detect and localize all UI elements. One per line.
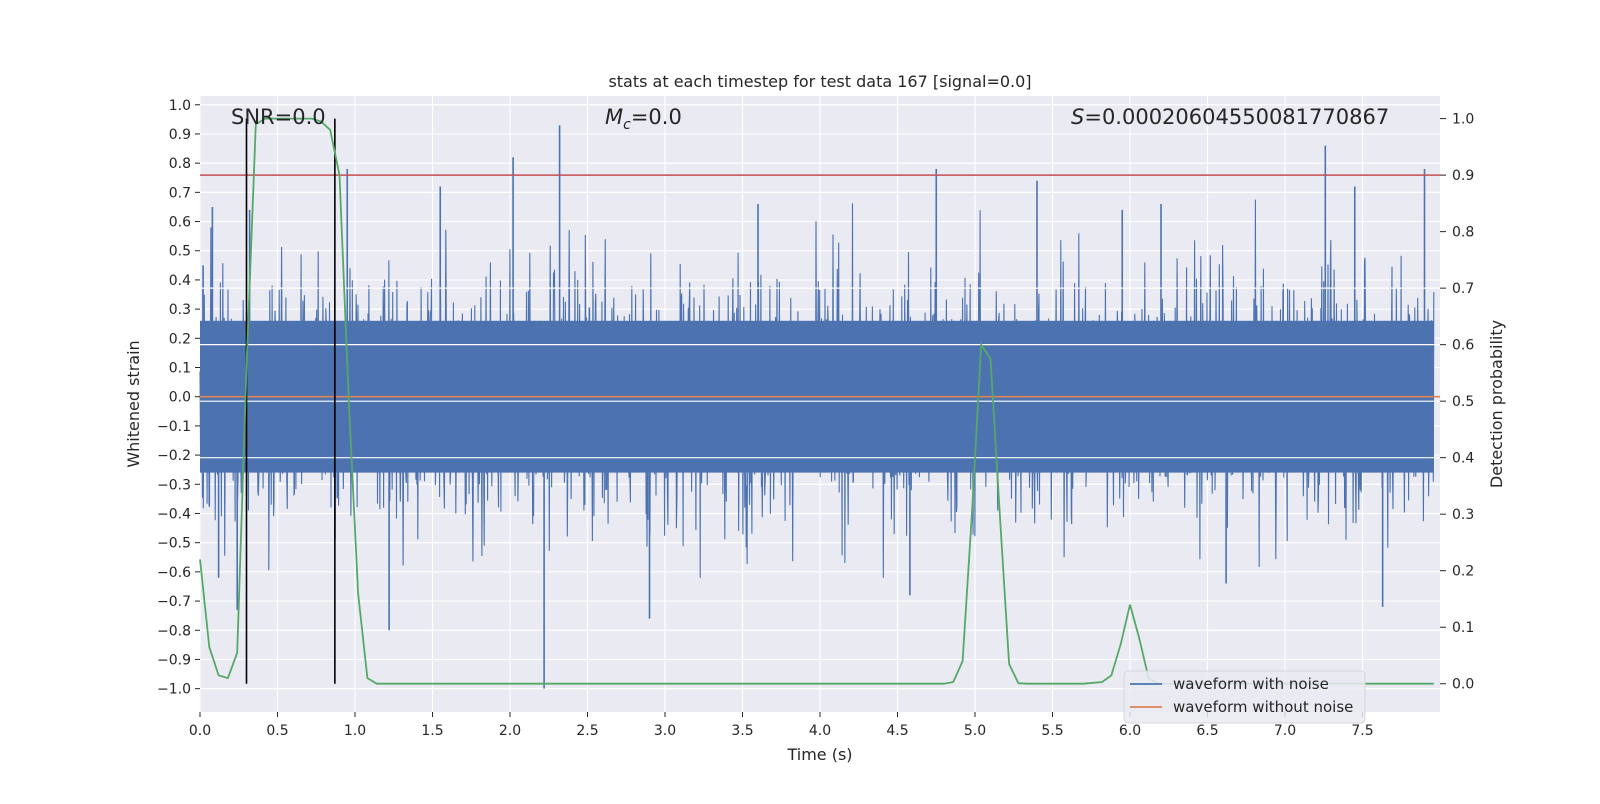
y-tick-label: −0.7	[157, 594, 191, 610]
detection-probability-line	[199, 117, 1434, 685]
vertical-markers	[245, 118, 336, 684]
chart-title: stats at each timestep for test data 167…	[608, 72, 1031, 91]
y-tick-label: 0.9	[169, 127, 191, 143]
x-tick-label: 3.5	[731, 723, 753, 739]
x-tick-label: 5.0	[964, 723, 986, 739]
y2-tick-label: 0.4	[1452, 451, 1474, 467]
y2-tick-label: 0.8	[1452, 225, 1474, 241]
x-tick-label: 4.5	[886, 723, 908, 739]
y-tick-label: −1.0	[157, 682, 191, 698]
y2-tick-label: 0.9	[1452, 168, 1474, 184]
y-tick-label: −0.6	[157, 565, 191, 581]
x-tick-label: 1.0	[344, 723, 366, 739]
x-tick-label: 3.0	[654, 723, 676, 739]
y-tick-label: 0.7	[169, 185, 191, 201]
x-axis-label: Time (s)	[786, 745, 852, 764]
y-tick-label: −0.5	[157, 536, 191, 552]
x-tick-label: 6.5	[1196, 723, 1218, 739]
x-axis-ticks: 0.0 0.5 1.0 1.5 2.0 2.5 3.0 3.5 4.0 4.5 5.0 5.5 6.0 6…	[189, 712, 1374, 739]
y-axis-ticks: 1.0 0.9 0.8 0.7 0.6 0.5 0.4 0.3 0.2 0.1 0.0 −0.1 −0.…	[157, 98, 200, 698]
y-tick-label: −0.2	[157, 448, 191, 464]
x-tick-label: 2.0	[499, 723, 521, 739]
y2-tick-label: 0.3	[1452, 507, 1474, 523]
y-tick-label: −0.3	[157, 477, 191, 493]
y-tick-label: 0.1	[169, 361, 191, 377]
chirp-mass-annotation: Mc=0.0	[605, 105, 682, 133]
y2-tick-label: 0.0	[1452, 677, 1474, 693]
y-tick-label: −0.8	[157, 623, 191, 639]
x-tick-label: 2.5	[576, 723, 598, 739]
y-tick-label: 0.6	[169, 215, 191, 231]
s-symbol: S	[1071, 105, 1084, 129]
x-tick-label: 0.5	[266, 723, 288, 739]
y2-axis-label: Detection probability	[1487, 320, 1506, 488]
y2-tick-label: 0.5	[1452, 394, 1474, 410]
y-tick-label: −0.1	[157, 419, 191, 435]
s-value: =0.00020604550081770867	[1084, 105, 1389, 129]
y-tick-label: 0.8	[169, 156, 191, 172]
legend-label-noise: waveform with noise	[1173, 675, 1329, 693]
x-tick-label: 7.0	[1274, 723, 1296, 739]
y-tick-label: 0.4	[169, 273, 191, 289]
y2-axis-ticks: 1.0 0.9 0.8 0.7 0.6 0.5 0.4 0.3 0.2 0.1 0.0	[1440, 112, 1474, 693]
y2-tick-label: 0.1	[1452, 620, 1474, 636]
chirp-mass-symbol: M	[605, 105, 623, 129]
y-tick-label: 0.5	[169, 244, 191, 260]
x-tick-label: 6.0	[1119, 723, 1141, 739]
y-tick-label: 0.3	[169, 302, 191, 318]
s-annotation: S=0.00020604550081770867	[1071, 105, 1389, 129]
snr-annotation: SNR=0.0	[231, 105, 326, 129]
y2-tick-label: 0.7	[1452, 281, 1474, 297]
legend-box	[1123, 670, 1366, 724]
x-tick-label: 1.5	[421, 723, 443, 739]
y2-tick-label: 0.6	[1452, 338, 1474, 354]
y2-tick-label: 1.0	[1452, 112, 1474, 128]
y-tick-label: −0.4	[157, 506, 191, 522]
y-tick-label: 0.2	[169, 331, 191, 347]
x-tick-label: 7.5	[1351, 723, 1373, 739]
x-tick-label: 5.5	[1041, 723, 1063, 739]
x-tick-label: 4.0	[809, 723, 831, 739]
legend: waveform with noise waveform without noi…	[1123, 670, 1366, 724]
y-axis-label: Whitened strain	[124, 340, 143, 467]
chirp-mass-subscript: c	[623, 117, 631, 133]
y-tick-label: 0.0	[169, 390, 191, 406]
legend-label-clean: waveform without noise	[1173, 698, 1353, 716]
x-tick-label: 0.0	[189, 723, 211, 739]
chirp-mass-value: =0.0	[631, 105, 682, 129]
right-grid-overlay	[200, 287, 1440, 459]
y-tick-label: −0.9	[157, 652, 191, 668]
y-tick-label: 1.0	[169, 98, 191, 114]
y2-tick-label: 0.2	[1452, 564, 1474, 580]
